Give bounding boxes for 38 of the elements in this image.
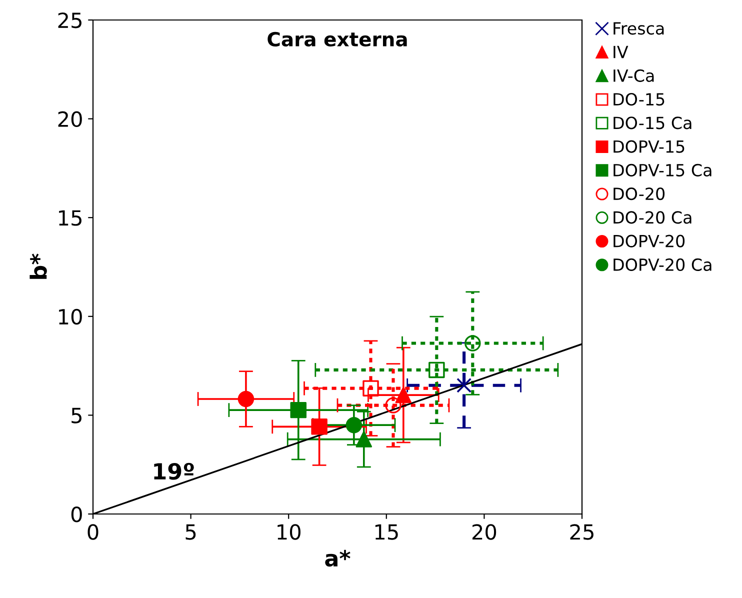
x-tick-label: 20	[472, 524, 496, 540]
point	[456, 378, 472, 393]
point	[346, 416, 362, 434]
point	[428, 362, 445, 378]
y-axis-title: b*	[30, 254, 47, 279]
y-tick-label: 15	[59, 210, 82, 226]
legend-label: IV	[614, 46, 628, 58]
x-tick-label: 0	[88, 524, 98, 540]
legend-label: DO-15 Ca	[614, 116, 692, 130]
point	[464, 335, 481, 352]
x-tick-label: 15	[375, 524, 398, 540]
legend-label: IV-Ca	[614, 69, 654, 82]
legend-label: DOPV-15 Ca	[614, 164, 712, 176]
point	[385, 397, 402, 414]
legend-label: Fresca	[614, 22, 664, 35]
x-tick-label: 25	[570, 524, 594, 540]
x-axis-title: a*	[325, 550, 350, 567]
y-tick-label: 20	[58, 111, 82, 128]
legend-label: DOPV-15	[614, 140, 684, 153]
legend-label: DOPV-20	[614, 234, 685, 248]
point	[311, 418, 328, 435]
point	[362, 380, 379, 396]
point	[395, 386, 412, 404]
x-tick-label: 10	[278, 524, 300, 540]
y-tick-label: 10	[59, 308, 82, 325]
y-tick-label: 5	[72, 408, 82, 424]
legend-label: DO-20	[614, 187, 665, 200]
legend-label: DO-20 Ca	[614, 211, 692, 224]
legend-label: DO-15	[614, 92, 664, 106]
legend-label: DOPV-20 Ca	[614, 258, 712, 271]
chart-title: Cara externa	[268, 32, 407, 47]
y-tick-label: 25	[58, 12, 82, 28]
point	[238, 390, 254, 408]
y-tick-label: 0	[71, 506, 82, 522]
point	[290, 402, 306, 418]
annotation: 19º	[154, 462, 194, 480]
x-tick-label: 5	[186, 524, 196, 540]
point	[356, 431, 372, 448]
